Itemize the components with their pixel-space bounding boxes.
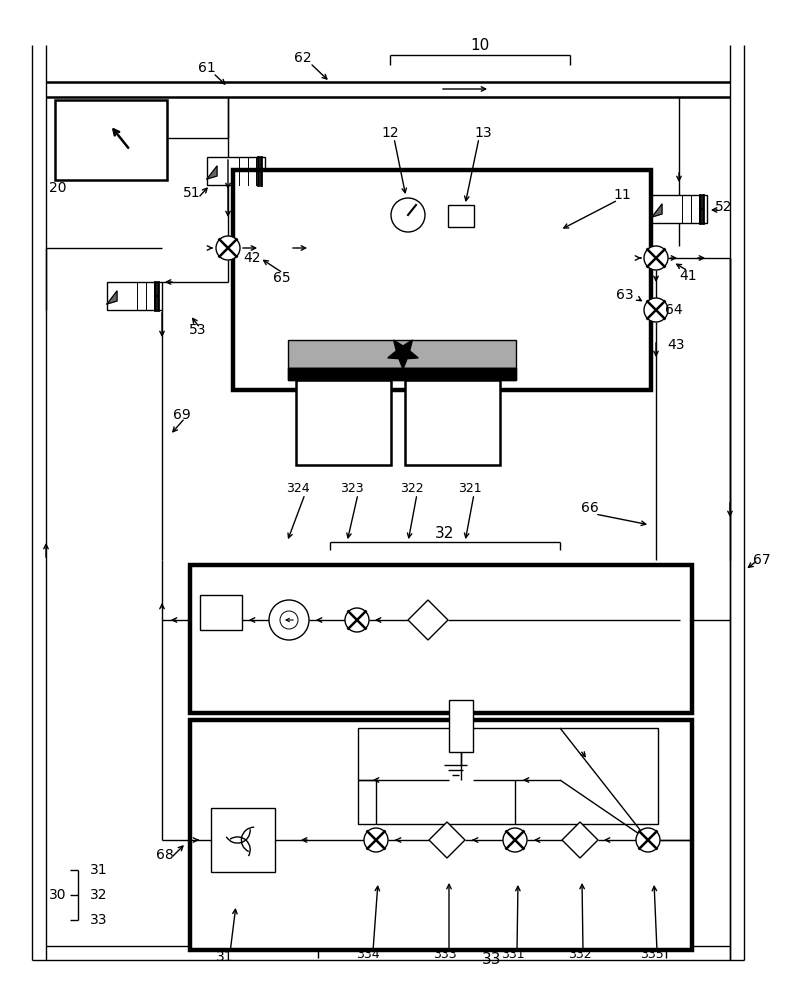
Text: 67: 67: [754, 553, 771, 567]
Text: 12: 12: [381, 126, 399, 140]
Text: 332: 332: [569, 948, 592, 962]
Text: 64: 64: [665, 303, 683, 317]
Circle shape: [644, 246, 668, 270]
Text: 31: 31: [216, 950, 233, 964]
Text: 69: 69: [173, 408, 191, 422]
Polygon shape: [387, 340, 418, 369]
Text: 333: 333: [434, 948, 457, 962]
Text: 68: 68: [156, 848, 174, 862]
Circle shape: [364, 828, 388, 852]
Bar: [296, 380, 391, 465]
Text: 324: 324: [286, 482, 310, 494]
Text: 323: 323: [340, 482, 364, 494]
Bar: [288, 368, 516, 380]
Bar: [448, 205, 474, 227]
Polygon shape: [429, 822, 465, 858]
Polygon shape: [562, 822, 598, 858]
Bar: [190, 565, 692, 713]
Bar: [288, 368, 516, 380]
Bar: [200, 595, 242, 630]
Text: 334: 334: [357, 948, 380, 962]
Text: 63: 63: [616, 288, 634, 302]
Text: 13: 13: [474, 126, 491, 140]
Text: 52: 52: [715, 200, 733, 214]
Text: 335: 335: [640, 948, 664, 962]
Bar: [652, 195, 707, 223]
Bar: [211, 808, 275, 872]
Text: 42: 42: [243, 251, 260, 265]
Circle shape: [216, 236, 240, 260]
Polygon shape: [207, 166, 217, 179]
Bar: [358, 728, 658, 824]
Text: 33: 33: [90, 913, 107, 927]
Circle shape: [644, 298, 668, 322]
Bar: [190, 720, 692, 950]
Bar: [405, 380, 500, 465]
Polygon shape: [408, 600, 448, 640]
Polygon shape: [107, 291, 117, 304]
Bar: [288, 340, 516, 368]
Text: 321: 321: [458, 482, 482, 494]
Circle shape: [636, 828, 660, 852]
Bar: [449, 700, 473, 752]
Text: 10: 10: [470, 37, 490, 52]
Text: 65: 65: [273, 271, 291, 285]
Text: 331: 331: [501, 948, 525, 962]
Text: 61: 61: [198, 61, 216, 75]
Text: 33: 33: [482, 952, 502, 968]
Text: 43: 43: [667, 338, 684, 352]
Text: 11: 11: [613, 188, 631, 202]
Text: 53: 53: [189, 323, 206, 337]
Bar: [207, 157, 265, 185]
Circle shape: [503, 828, 527, 852]
Text: 32: 32: [435, 526, 455, 542]
Text: 31: 31: [90, 863, 108, 877]
Text: 41: 41: [679, 269, 697, 283]
Polygon shape: [652, 204, 662, 217]
Bar: [107, 282, 162, 310]
Circle shape: [269, 600, 309, 640]
Text: 32: 32: [90, 888, 107, 902]
Bar: [55, 100, 167, 180]
Bar: [233, 170, 651, 390]
Text: 66: 66: [581, 501, 599, 515]
Text: 62: 62: [295, 51, 312, 65]
Text: 51: 51: [183, 186, 201, 200]
Circle shape: [391, 198, 425, 232]
Circle shape: [345, 608, 369, 632]
Text: 30: 30: [49, 888, 67, 902]
Text: 20: 20: [49, 181, 67, 195]
Text: 322: 322: [400, 482, 424, 494]
